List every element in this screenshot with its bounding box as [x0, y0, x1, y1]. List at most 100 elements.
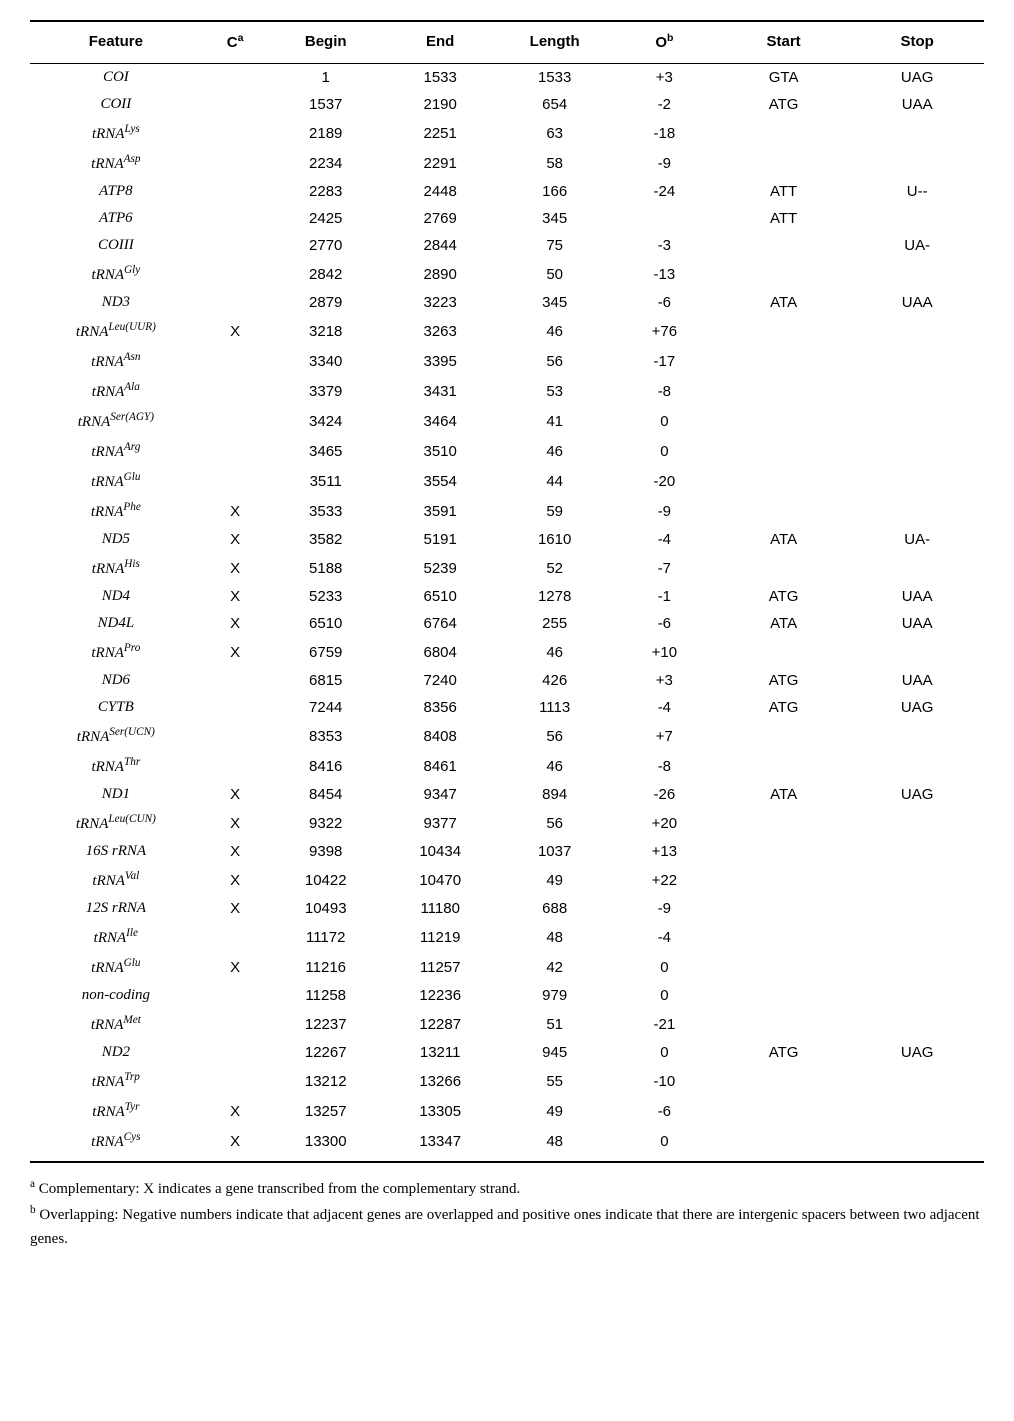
cell-length: 46 — [497, 316, 611, 346]
cell-start — [717, 436, 851, 466]
cell-length: 46 — [497, 751, 611, 781]
cell-end: 3591 — [383, 496, 497, 526]
cell-stop — [850, 838, 984, 865]
cell-o: +7 — [612, 721, 717, 751]
cell-stop — [850, 751, 984, 781]
feature-superscript: Tyr — [125, 1101, 140, 1113]
cell-feature: tRNAAla — [30, 376, 202, 406]
cell-feature: tRNATyr — [30, 1096, 202, 1126]
cell-length: 59 — [497, 496, 611, 526]
cell-c — [202, 289, 269, 316]
feature-name: ND4 — [102, 588, 130, 604]
cell-stop — [850, 1096, 984, 1126]
cell-o: -7 — [612, 553, 717, 583]
feature-superscript: Pro — [124, 642, 140, 654]
cell-feature: ND1 — [30, 781, 202, 808]
cell-start: ATT — [717, 205, 851, 232]
cell-c — [202, 667, 269, 694]
cell-c — [202, 436, 269, 466]
cell-start — [717, 148, 851, 178]
feature-name: tRNA — [94, 930, 127, 946]
cell-feature: tRNASer(AGY) — [30, 406, 202, 436]
cell-c: X — [202, 496, 269, 526]
cell-stop — [850, 1126, 984, 1162]
cell-end: 10470 — [383, 865, 497, 895]
table-row: non-coding11258122369790 — [30, 982, 984, 1009]
cell-stop: UAG — [850, 781, 984, 808]
cell-end: 9347 — [383, 781, 497, 808]
cell-stop: UAA — [850, 91, 984, 118]
table-row: ND4LX65106764255-6ATAUAA — [30, 610, 984, 637]
cell-end: 5191 — [383, 526, 497, 553]
feature-name: tRNA — [92, 561, 125, 577]
cell-length: 945 — [497, 1039, 611, 1066]
cell-o: -21 — [612, 1009, 717, 1039]
cell-stop: UA- — [850, 232, 984, 259]
cell-begin: 5188 — [268, 553, 382, 583]
cell-stop — [850, 1009, 984, 1039]
cell-stop: UA- — [850, 526, 984, 553]
cell-stop — [850, 118, 984, 148]
cell-end: 3223 — [383, 289, 497, 316]
feature-name: tRNA — [91, 1134, 124, 1150]
cell-c — [202, 91, 269, 118]
feature-superscript: Ile — [126, 927, 138, 939]
cell-c — [202, 721, 269, 751]
cell-c: X — [202, 865, 269, 895]
feature-name: tRNA — [91, 960, 124, 976]
table-row: tRNASer(UCN)8353840856+7 — [30, 721, 984, 751]
cell-stop — [850, 922, 984, 952]
table-row: tRNAValX104221047049+22 — [30, 865, 984, 895]
cell-o: -9 — [612, 148, 717, 178]
cell-c — [202, 922, 269, 952]
feature-name: tRNA — [76, 324, 109, 340]
table-row: tRNALeu(CUN)X9322937756+20 — [30, 808, 984, 838]
cell-begin: 13300 — [268, 1126, 382, 1162]
cell-stop — [850, 721, 984, 751]
table-row: tRNAProX6759680446+10 — [30, 637, 984, 667]
cell-begin: 3379 — [268, 376, 382, 406]
cell-length: 48 — [497, 922, 611, 952]
footnote-b: b Overlapping: Negative numbers indicate… — [30, 1201, 984, 1251]
cell-begin: 3424 — [268, 406, 382, 436]
cell-end: 10434 — [383, 838, 497, 865]
cell-begin: 5233 — [268, 583, 382, 610]
cell-c — [202, 346, 269, 376]
cell-end: 11180 — [383, 895, 497, 922]
cell-start — [717, 466, 851, 496]
cell-begin: 2770 — [268, 232, 382, 259]
cell-c — [202, 466, 269, 496]
feature-superscript: Leu(UUR) — [108, 321, 156, 333]
feature-name: non-coding — [82, 987, 150, 1003]
cell-length: 56 — [497, 721, 611, 751]
cell-start — [717, 406, 851, 436]
cell-c — [202, 148, 269, 178]
table-header-row: Feature Ca Begin End Length Ob Start Sto… — [30, 21, 984, 64]
cell-start — [717, 232, 851, 259]
cell-end: 6764 — [383, 610, 497, 637]
cell-c — [202, 1066, 269, 1096]
cell-end: 11219 — [383, 922, 497, 952]
feature-superscript: Ala — [124, 381, 140, 393]
feature-name: tRNA — [92, 1104, 125, 1120]
cell-feature: tRNAArg — [30, 436, 202, 466]
feature-name: COII — [100, 96, 131, 112]
cell-end: 13211 — [383, 1039, 497, 1066]
cell-start — [717, 1066, 851, 1096]
cell-feature: tRNAHis — [30, 553, 202, 583]
table-row: tRNAArg34653510460 — [30, 436, 984, 466]
table-row: tRNATrp132121326655-10 — [30, 1066, 984, 1096]
cell-begin: 12237 — [268, 1009, 382, 1039]
cell-c: X — [202, 895, 269, 922]
cell-start — [717, 1126, 851, 1162]
cell-length: 48 — [497, 1126, 611, 1162]
cell-begin: 9322 — [268, 808, 382, 838]
feature-name: tRNA — [91, 267, 124, 283]
cell-start: ATT — [717, 178, 851, 205]
cell-feature: ND3 — [30, 289, 202, 316]
cell-feature: COIII — [30, 232, 202, 259]
cell-c: X — [202, 316, 269, 346]
cell-start — [717, 259, 851, 289]
cell-length: 41 — [497, 406, 611, 436]
cell-stop — [850, 496, 984, 526]
